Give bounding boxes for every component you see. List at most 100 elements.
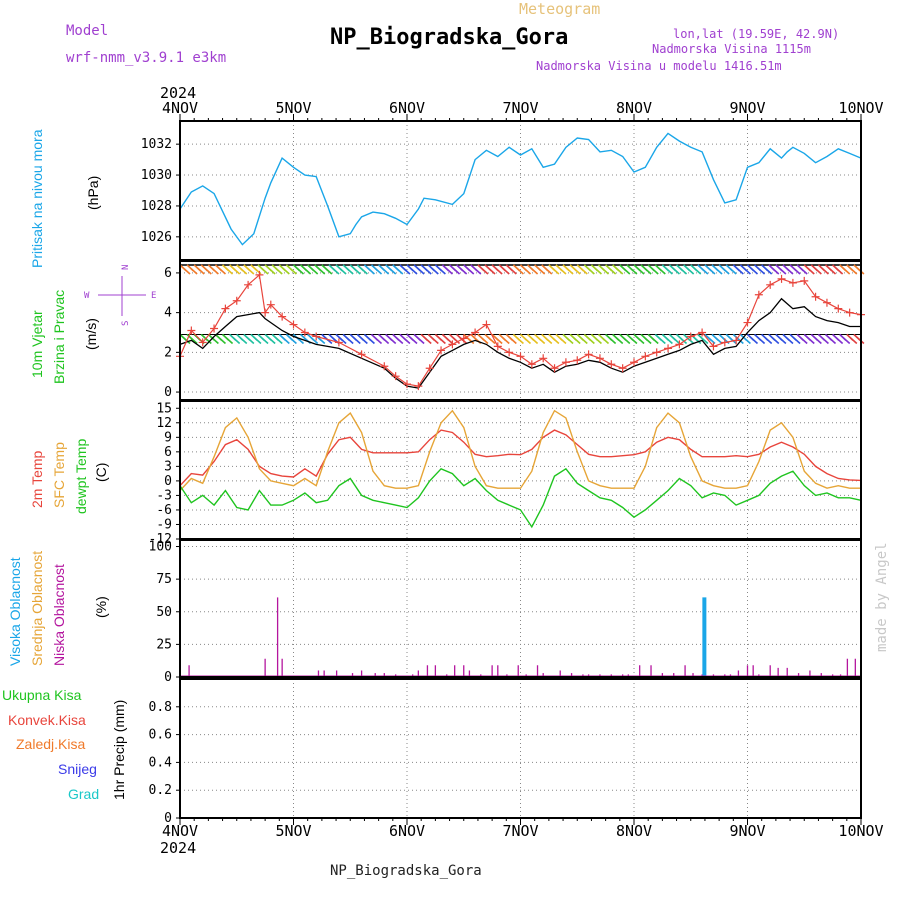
wind-barb (583, 334, 591, 341)
wind-barb (725, 264, 733, 272)
wind-barb (385, 334, 393, 341)
wind-barb (321, 264, 329, 272)
wind-speed-marker (459, 334, 468, 343)
wind-barb (222, 334, 229, 341)
wind-barb (427, 264, 435, 272)
ytick-label: -12 (149, 532, 172, 547)
wind-barb (243, 264, 251, 272)
wind-speed-marker (312, 332, 321, 341)
wind-speed-marker (800, 276, 809, 285)
precip-snow-label: Snijeg (58, 761, 97, 777)
wind-barb (264, 264, 272, 272)
wind-barb (420, 264, 428, 272)
wind-speed-marker (482, 320, 491, 329)
wind-barb (825, 334, 832, 341)
precip-total-label: Ukupna Kisa (2, 687, 82, 703)
wind-speed-marker (652, 348, 661, 357)
precip-grad-label: Grad (68, 786, 99, 802)
wind-barb (541, 264, 549, 272)
wind-speed-marker (788, 278, 797, 287)
wind-barb (356, 334, 364, 341)
wind-barb (768, 334, 776, 341)
wind-barb (399, 264, 407, 272)
xtick-label-bottom: 6NOV (389, 822, 425, 840)
wind-barb (371, 334, 378, 341)
wind-barb (612, 334, 620, 341)
wind-speed-marker (709, 342, 718, 351)
wind-barb (222, 264, 229, 272)
ytick-label: 0.2 (149, 783, 172, 798)
wind-barb (846, 334, 854, 341)
wind-barb (825, 264, 832, 272)
model-elevation-label: Nadmorska Visina u modelu 1416.51m (536, 59, 782, 73)
wind-barb (747, 334, 754, 341)
ytick-label: 6 (164, 266, 172, 281)
wind-speed-marker (289, 320, 298, 329)
wind-barb (215, 334, 222, 341)
wind-barb (413, 334, 421, 341)
wind-barb (427, 334, 435, 341)
wind-speed-marker (584, 350, 593, 359)
xtick-label-bottom: 9NOV (729, 822, 765, 840)
wind-barb (789, 334, 797, 341)
wind-barb (349, 334, 357, 341)
wind-speed-marker (732, 336, 741, 345)
wind-barb (463, 264, 471, 272)
wind-barb (669, 334, 676, 341)
wind-barb (853, 264, 861, 272)
wind-barb (207, 264, 215, 272)
wind-barb (739, 264, 747, 272)
wind-barb (328, 334, 336, 341)
wind-barb (285, 264, 293, 272)
wind-speed-marker (561, 358, 570, 367)
wind-barb (520, 334, 527, 341)
ytick-label: -6 (156, 503, 172, 518)
wind-barb (676, 264, 683, 272)
wind-speed-marker (539, 354, 548, 363)
wind-barb (605, 264, 613, 272)
xtick-label-top: 8NOV (616, 99, 652, 117)
model-name: wrf-nmm_v3.9.1 e3km (66, 50, 226, 66)
year-top: 2024 (160, 84, 196, 102)
wind-barb (505, 264, 513, 272)
wind-barb (512, 334, 520, 341)
wind-speed-marker (437, 346, 446, 355)
pressure-unit: (hPa) (85, 176, 101, 210)
wind-barb (385, 264, 393, 272)
wind-barb (626, 334, 634, 341)
wind-barb (442, 264, 449, 272)
wind-barb (520, 264, 527, 272)
panel-frame (179, 539, 862, 678)
wind-speed-marker (505, 348, 514, 357)
wind-barb (285, 334, 293, 341)
wind-barb (718, 264, 726, 272)
xtick-label-bottom: 5NOV (275, 822, 311, 840)
wind-barb (732, 264, 740, 272)
xtick-label-top: 10NOV (838, 99, 883, 117)
ytick-label: 4 (164, 306, 172, 321)
ytick-label: 6 (164, 445, 172, 460)
cloud-unit: (%) (93, 596, 109, 618)
wind-speed-marker (550, 364, 559, 373)
wind-barb (846, 264, 854, 272)
wind-speed-marker (527, 360, 536, 369)
wind-barb (498, 264, 506, 272)
wind-barb (449, 334, 456, 341)
wind-barb (690, 264, 698, 272)
wind-barb (349, 264, 357, 272)
ytick-label: 9 (164, 430, 172, 445)
wind-barb (527, 334, 535, 341)
wind-barb (697, 264, 705, 272)
wind-barb (364, 264, 371, 272)
wind-speed-marker (334, 338, 343, 347)
wind-barb (640, 264, 648, 272)
ytick-label: 50 (156, 605, 172, 620)
wind-barb (633, 264, 641, 272)
ytick-label: 0.8 (149, 700, 172, 715)
lonlat-label: lon,lat (19.59E, 42.9N) (673, 27, 839, 41)
wind-barb (498, 334, 506, 341)
temp2m-line (179, 429, 862, 487)
wind-barb (796, 334, 804, 341)
wind-barb (605, 334, 613, 341)
wind-barb (484, 264, 492, 272)
